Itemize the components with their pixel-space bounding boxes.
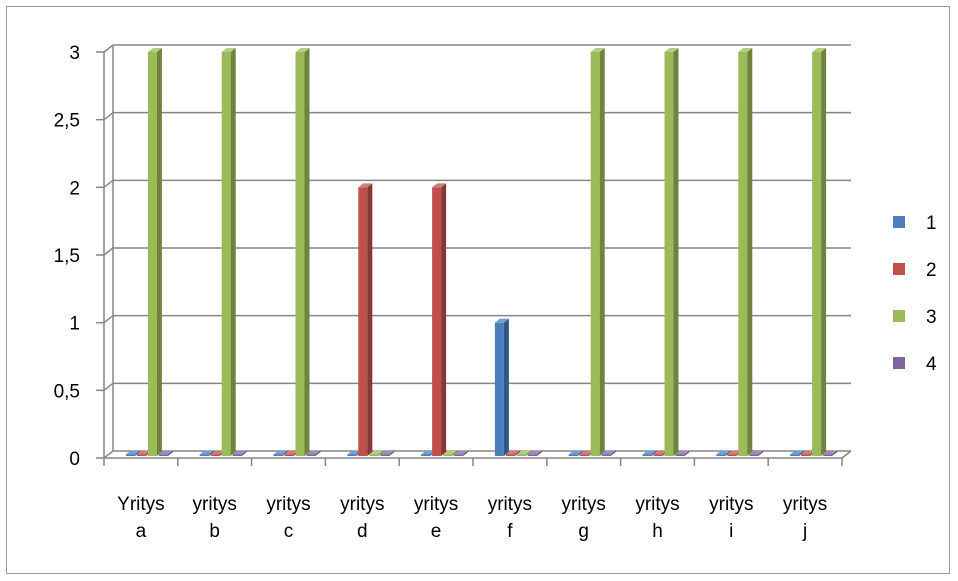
bar xyxy=(642,450,657,456)
category-labels: Yritys a yritys b yritys c yritys d yritys e yrity… xyxy=(117,494,827,542)
bar xyxy=(443,450,458,456)
y-tick-label: 3 xyxy=(69,43,80,64)
legend-swatch xyxy=(893,263,905,275)
bar xyxy=(432,183,447,457)
legend-swatch xyxy=(893,310,905,322)
bar xyxy=(358,183,373,457)
y-tick-label: 1,5 xyxy=(54,246,80,267)
y-tick-label: 1 xyxy=(69,314,80,335)
bar xyxy=(273,450,288,456)
side-wall-tick xyxy=(103,44,114,53)
bar xyxy=(601,450,616,456)
bar xyxy=(516,450,531,456)
legend-label: 3 xyxy=(926,307,937,328)
bar xyxy=(125,450,140,456)
side-wall-tick xyxy=(103,382,114,391)
bar xyxy=(306,450,321,456)
side-wall-tick xyxy=(103,450,114,459)
side-wall-tick xyxy=(103,247,114,256)
axes xyxy=(96,45,852,466)
y-tick-labels: 0 0,5 1 1,5 2 2,5 3 xyxy=(54,43,80,470)
bar xyxy=(380,450,395,456)
legend: 1 2 3 4 xyxy=(893,213,937,375)
legend-label: 4 xyxy=(926,354,937,375)
floor-right-edge xyxy=(841,450,852,459)
side-wall-tick xyxy=(103,315,114,324)
bar xyxy=(590,48,605,456)
x-tick-label: yritys f xyxy=(488,494,532,542)
y-tick-label: 2,5 xyxy=(54,111,80,132)
bar xyxy=(527,450,542,456)
legend-swatch xyxy=(893,357,905,369)
chart-frame xyxy=(6,6,950,574)
x-tick-label: yritys g xyxy=(562,494,606,542)
bar xyxy=(221,48,236,456)
x-tick-label: yritys c xyxy=(266,494,310,542)
legend-item: 2 xyxy=(893,260,937,281)
bar xyxy=(369,450,384,456)
bars xyxy=(125,48,838,457)
x-tick-label: yritys h xyxy=(635,494,679,542)
x-tick-label: yritys b xyxy=(193,494,237,542)
bar xyxy=(295,48,310,456)
legend-item: 1 xyxy=(893,213,937,234)
y-tick-label: 0,5 xyxy=(54,381,80,402)
side-wall-tick xyxy=(103,179,114,188)
bar xyxy=(158,450,173,456)
bar xyxy=(494,318,509,456)
x-tick-label: yritys i xyxy=(709,494,753,542)
legend-swatch xyxy=(893,216,905,228)
bar xyxy=(738,48,753,456)
bar xyxy=(664,48,679,456)
bar xyxy=(568,450,583,456)
x-tick-label: Yritys a xyxy=(117,494,165,542)
bar xyxy=(790,450,805,456)
bar xyxy=(199,450,214,456)
bar xyxy=(675,450,690,456)
bar xyxy=(505,450,520,456)
y-tick-label: 2 xyxy=(69,178,80,199)
y-tick-label: 0 xyxy=(69,449,80,470)
x-tick-label: yritys j xyxy=(783,494,827,542)
x-tick-label: yritys e xyxy=(414,494,458,542)
bar xyxy=(232,450,247,456)
legend-label: 2 xyxy=(926,260,937,281)
bar xyxy=(716,450,731,456)
bar xyxy=(823,450,838,456)
legend-label: 1 xyxy=(926,213,937,234)
bar xyxy=(749,450,764,456)
legend-item: 3 xyxy=(893,307,937,328)
x-tick-label: yritys d xyxy=(340,494,384,542)
side-wall-tick xyxy=(103,112,114,121)
legend-item: 4 xyxy=(893,354,937,375)
bar xyxy=(812,48,827,456)
bar xyxy=(454,450,469,456)
bar xyxy=(147,48,162,456)
